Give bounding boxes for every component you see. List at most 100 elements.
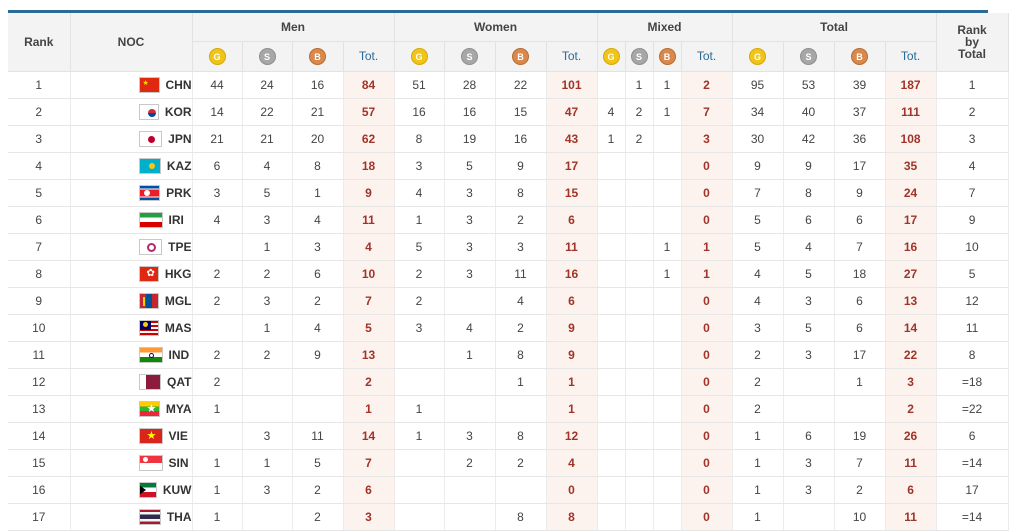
- noc-code-link[interactable]: JPN: [168, 131, 192, 146]
- mixed-gold-cell: [597, 368, 626, 396]
- women-silver-cell: [444, 287, 496, 315]
- total-silver-cell: 3: [783, 341, 835, 369]
- noc-code-link[interactable]: SIN: [168, 455, 189, 470]
- total-silver-cell: 42: [783, 125, 835, 153]
- rank-by-total-cell: =14: [936, 503, 1009, 531]
- men-gold-cell: [192, 233, 243, 261]
- men-tot-cell: 13: [343, 341, 395, 369]
- men-bronze-medal-header[interactable]: B: [292, 41, 344, 72]
- noc-code-link[interactable]: KOR: [164, 104, 192, 119]
- mixed-bronze-cell: [653, 476, 682, 504]
- table-row: 11 IND 2 2 9 13 1 8 9 0 2 3 17 22 8: [8, 341, 1009, 369]
- women-silver-cell: [444, 503, 496, 531]
- noc-code-link[interactable]: QAT: [167, 374, 192, 389]
- mixed-bronze-cell: [653, 395, 682, 423]
- noc-cell: ★ CHN: [70, 71, 193, 99]
- rank-cell: 8: [8, 260, 71, 288]
- rank-header[interactable]: Rank: [8, 13, 71, 72]
- women-gold-cell: 5: [394, 233, 445, 261]
- women-tot-header[interactable]: Tot.: [546, 41, 598, 72]
- women-bronze-cell: 2: [495, 449, 547, 477]
- total-silver-cell: [783, 368, 835, 396]
- noc-code-link[interactable]: MAS: [164, 320, 192, 335]
- noc-code-link[interactable]: KAZ: [166, 158, 192, 173]
- women-gold-medal-header[interactable]: G: [394, 41, 445, 72]
- noc-header[interactable]: NOC: [70, 13, 193, 72]
- noc-code-link[interactable]: IRI: [168, 212, 184, 227]
- rank-cell: 16: [8, 476, 71, 504]
- noc-cell: MGL: [70, 287, 193, 315]
- medal-table: Rank NOC Men Women Mixed Total Rank by T…: [8, 13, 1009, 531]
- total-tot-cell: 6: [885, 476, 937, 504]
- mixed-tot-cell: 0: [681, 206, 733, 234]
- women-gold-cell: 1: [394, 422, 445, 450]
- men-tot-cell: 14: [343, 422, 395, 450]
- silver-medal-icon: S: [630, 47, 648, 65]
- men-bronze-cell: 2: [292, 476, 344, 504]
- women-gold-cell: [394, 341, 445, 369]
- women-silver-cell: 4: [444, 314, 496, 342]
- noc-code-link[interactable]: MYA: [165, 401, 192, 416]
- men-tot-cell: 18: [343, 152, 395, 180]
- women-silver-medal-header[interactable]: S: [444, 41, 496, 72]
- table-row: 2 KOR 14 22 21 57 16 16 15 47 4 2 1 7 34 40 37 111 2: [8, 98, 1009, 126]
- bronze-medal-icon: B: [309, 47, 326, 65]
- noc-code-link[interactable]: CHN: [165, 77, 192, 92]
- women-bronze-cell: 11: [495, 260, 547, 288]
- noc-code-link[interactable]: KUW: [162, 482, 192, 497]
- noc-code-link[interactable]: IND: [168, 347, 190, 362]
- mixed-gold-cell: 4: [597, 98, 626, 126]
- noc-code-link[interactable]: THA: [166, 509, 192, 524]
- mixed-silver-cell: 2: [625, 125, 654, 153]
- rank-by-total-line-1: Rank: [957, 22, 987, 37]
- noc-cell: KAZ: [70, 152, 193, 180]
- noc-cell: TPE: [70, 233, 193, 261]
- men-tot-cell: 62: [343, 125, 395, 153]
- mixed-bronze-medal-header[interactable]: B: [653, 41, 682, 72]
- men-tot-cell: 7: [343, 287, 395, 315]
- women-bronze-medal-header[interactable]: B: [495, 41, 547, 72]
- total-tot-cell: 16: [885, 233, 937, 261]
- total-bronze-cell: [834, 395, 886, 423]
- mixed-silver-cell: [625, 260, 654, 288]
- mixed-silver-cell: 2: [625, 98, 654, 126]
- mixed-gold-cell: [597, 233, 626, 261]
- men-silver-cell: 2: [242, 341, 293, 369]
- rank-by-total-header[interactable]: Rank by Total: [936, 13, 1009, 72]
- mixed-gold-medal-header[interactable]: G: [597, 41, 626, 72]
- mixed-bronze-cell: 1: [653, 98, 682, 126]
- women-bronze-cell: 8: [495, 503, 547, 531]
- noc-wrapper: KAZ: [71, 157, 192, 174]
- noc-cell: ✿ HKG: [70, 260, 193, 288]
- noc-code-link[interactable]: MGL: [164, 293, 192, 308]
- noc-code-link[interactable]: HKG: [164, 266, 192, 281]
- women-bronze-cell: 15: [495, 98, 547, 126]
- men-silver-medal-header[interactable]: S: [242, 41, 293, 72]
- noc-code-link[interactable]: TPE: [168, 239, 192, 254]
- women-bronze-cell: 2: [495, 314, 547, 342]
- total-tot-header[interactable]: Tot.: [885, 41, 937, 72]
- men-gold-medal-header[interactable]: G: [192, 41, 243, 72]
- noc-wrapper: KOR: [71, 103, 192, 120]
- rank-cell: 14: [8, 422, 71, 450]
- mixed-silver-medal-header[interactable]: S: [625, 41, 654, 72]
- total-gold-cell: 95: [732, 71, 784, 99]
- total-silver-medal-header[interactable]: S: [783, 41, 835, 72]
- total-bronze-cell: 7: [834, 233, 886, 261]
- mixed-gold-cell: [597, 449, 626, 477]
- mixed-tot-cell: 0: [681, 503, 733, 531]
- men-gold-cell: 3: [192, 179, 243, 207]
- total-bronze-medal-header[interactable]: B: [834, 41, 886, 72]
- men-tot-header[interactable]: Tot.: [343, 41, 395, 72]
- women-bronze-cell: 8: [495, 341, 547, 369]
- noc-code-link[interactable]: VIE: [168, 428, 188, 443]
- mixed-bronze-cell: 1: [653, 71, 682, 99]
- total-gold-medal-header[interactable]: G: [732, 41, 784, 72]
- mixed-tot-header[interactable]: Tot.: [681, 41, 733, 72]
- kuw-flag-icon: [138, 481, 157, 498]
- noc-cell: ★ MYA: [70, 395, 193, 423]
- noc-code-link[interactable]: PRK: [166, 185, 192, 200]
- men-bronze-cell: [292, 395, 344, 423]
- tpe-flag-icon: [138, 238, 163, 255]
- mixed-silver-cell: [625, 206, 654, 234]
